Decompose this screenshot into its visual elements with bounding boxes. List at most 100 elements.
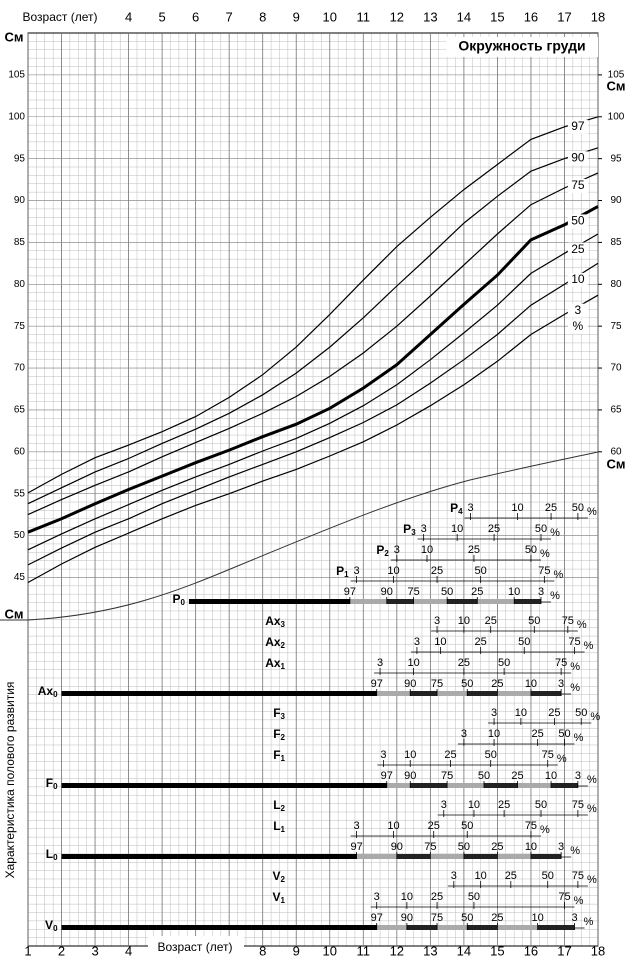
y-tick-label: 80 [14, 279, 26, 290]
stage-segment [530, 691, 562, 696]
legend-bg [567, 214, 588, 229]
stage-index: 1 [281, 896, 286, 905]
percentile-label: 97 [371, 912, 383, 924]
percentile-label: 10 [407, 657, 419, 669]
stage-segment [386, 783, 411, 788]
percentile-label: 3 [354, 820, 360, 832]
percentile-label: 3 [394, 544, 400, 556]
x-tick-label: 17 [557, 943, 571, 958]
percentile-label: 50 [535, 799, 547, 811]
stage-label: F2 [273, 727, 285, 742]
stage-index: 2 [281, 641, 286, 650]
x-tick-label: 13 [423, 943, 437, 958]
y2-tick-label: 90 [610, 195, 622, 206]
stage-segment [447, 599, 478, 604]
percent-sign: % [570, 661, 580, 673]
percentile-label: 50 [575, 707, 587, 719]
bottom-axis-title-bg [148, 936, 244, 958]
percentile-label: 50 [528, 615, 540, 627]
stage-segment [514, 599, 541, 604]
stage-index: 1 [344, 570, 349, 579]
percentile-label: 3 [374, 891, 380, 903]
x-tick-label: 4 [125, 9, 132, 24]
percentile-label: 3 [461, 728, 467, 740]
percentile-line [27, 262, 599, 566]
percentile-label: 3 [380, 749, 386, 761]
stage-segment [463, 854, 498, 859]
y-tick-label: 100 [8, 111, 25, 122]
x-tick-label: 10 [323, 9, 337, 24]
stage-segment [386, 599, 414, 604]
stage-letter: Ax [265, 635, 281, 649]
y-tick-label: 60 [14, 446, 26, 457]
percent-sign: % [587, 774, 597, 786]
x-tick-label: 11 [357, 9, 371, 24]
x-tick-label: 17 [557, 9, 571, 24]
percentile-label: 10 [508, 586, 520, 598]
percent-sign: % [584, 640, 594, 652]
stage-label: P4 [450, 501, 463, 516]
percentile-line [27, 233, 599, 551]
y2-tick-label: 70 [610, 363, 622, 374]
x-tick-label: 1 [24, 943, 31, 958]
stage-letter: V [273, 890, 281, 904]
x-tick-label: 18 [591, 9, 605, 24]
percentile-label: 10 [525, 841, 537, 853]
percent-sign: % [540, 824, 550, 836]
percentile-label: 10 [451, 523, 463, 535]
y2-tick-label: 65 [610, 405, 622, 416]
percent-sign: % [587, 874, 597, 886]
stage-bar [61, 854, 357, 859]
stage-label: Ax1 [265, 656, 285, 671]
unit-label: См [606, 78, 625, 93]
percentile-label: 25 [545, 502, 557, 514]
stage-segment [396, 854, 431, 859]
percentile-label: 10 [475, 870, 487, 882]
percentile-label: 75 [538, 565, 550, 577]
stage-index: 0 [53, 690, 58, 699]
stage-bar [61, 691, 377, 696]
y2-tick-label: 85 [610, 237, 622, 248]
percentile-label: 97 [344, 586, 356, 598]
percentile-label: 50 [535, 523, 547, 535]
x-tick-label: 18 [591, 943, 605, 958]
stage-letter: F [273, 727, 280, 741]
stage-letter: P [450, 501, 458, 515]
stage-index: 2 [281, 804, 286, 813]
x-tick-label: 12 [390, 943, 404, 958]
percentile-label: 10 [545, 770, 557, 782]
x-tick-label: 16 [524, 943, 538, 958]
y-tick-label: 45 [14, 572, 26, 583]
unit-label: См [4, 606, 23, 621]
percentile-label: 50 [542, 870, 554, 882]
stage-segment [413, 599, 448, 604]
legend-bg [567, 272, 588, 287]
stage-index: 3 [281, 620, 286, 629]
stage-letter: L [46, 847, 53, 861]
percentile-label: 75 [558, 891, 570, 903]
stage-index: 0 [53, 924, 58, 933]
percentile-label: 75 [555, 657, 567, 669]
x-tick-label: 14 [457, 9, 471, 24]
stage-segment [530, 854, 562, 859]
percentile-label: 75 [572, 870, 584, 882]
bottom-axis-title: Возраст (лет) [158, 940, 233, 954]
stage-label: Ax3 [265, 614, 285, 629]
stage-letter: F [46, 776, 53, 790]
percentile-label: 25 [431, 891, 443, 903]
y-axis-title: Характеристика полового развития [3, 682, 17, 879]
content: 4 5 6 7 8 9 10 11 12 13 14 15 16 17 181 2 3 4 8 9 10 11 12 13 14… [8, 9, 624, 958]
percentile-label: 3 [558, 841, 564, 853]
percent-sign: % [587, 803, 597, 815]
percentile-label: 90 [401, 912, 413, 924]
stage-segment [517, 783, 552, 788]
legend-bg [567, 151, 588, 166]
percentile-label: 25 [485, 615, 497, 627]
stage-index: 3 [281, 712, 286, 721]
percentile-label: 10 [401, 891, 413, 903]
stage-index: 2 [281, 733, 286, 742]
percentile-label: 25 [458, 657, 470, 669]
percentile-label: 75 [431, 912, 443, 924]
stage-bar [61, 783, 387, 788]
